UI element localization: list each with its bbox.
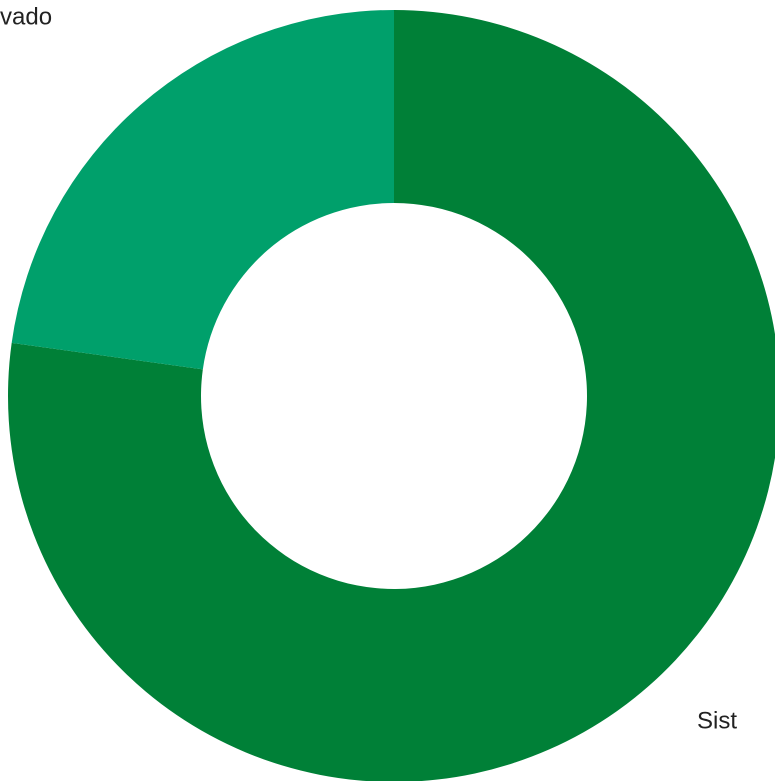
- segment-label: vado: [0, 3, 52, 30]
- donut-segment: [8, 10, 775, 781]
- donut-segment: [11, 10, 395, 370]
- segment-label: Sist: [697, 707, 737, 734]
